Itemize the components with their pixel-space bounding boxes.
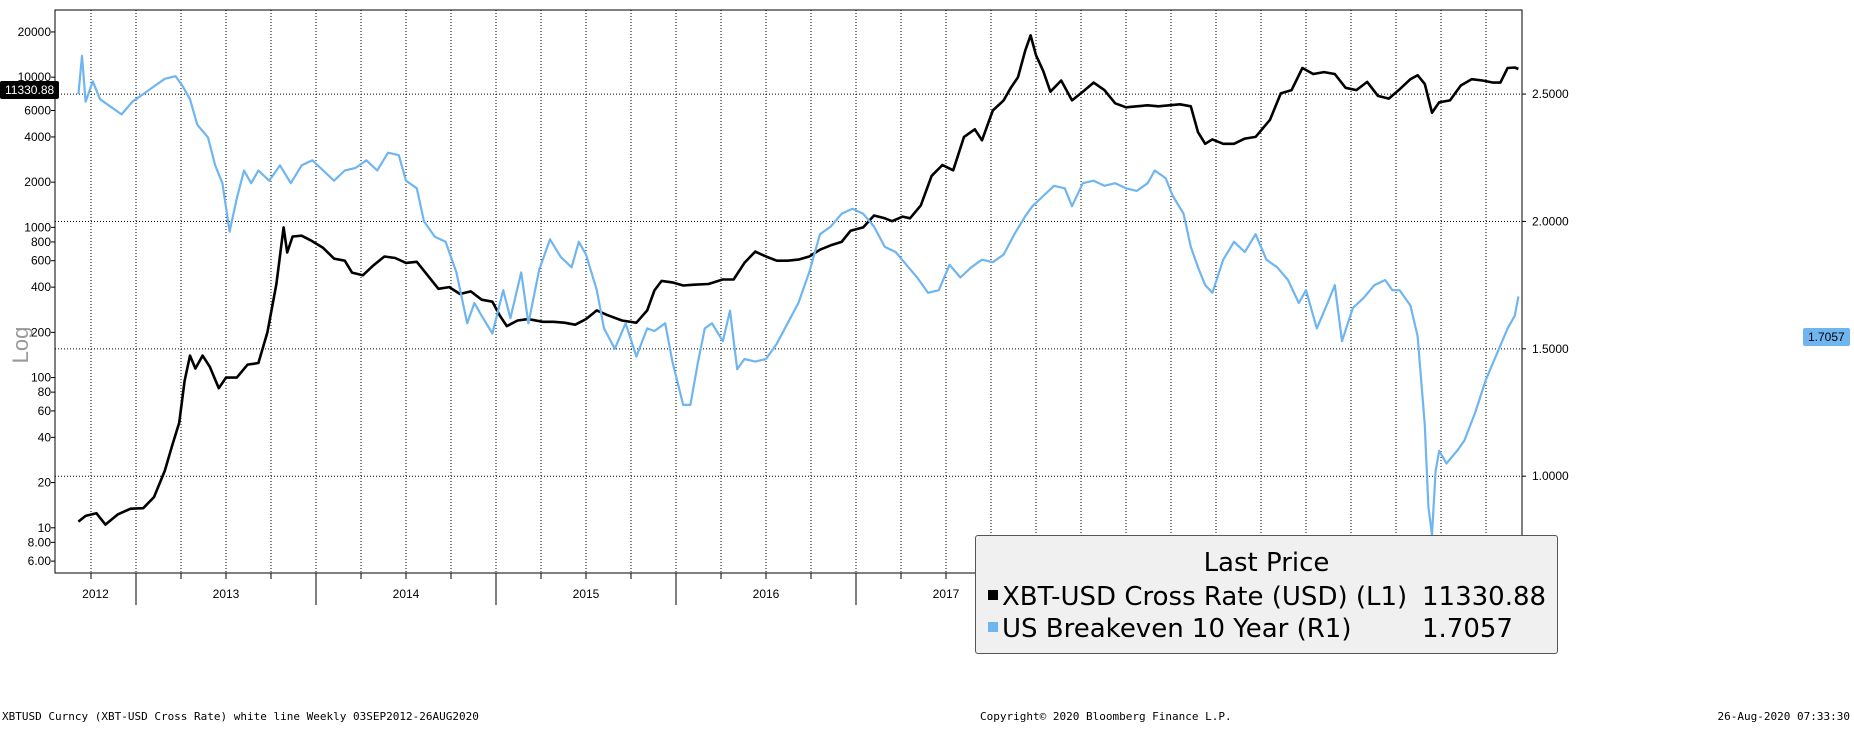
- left-tick-label: 20000: [18, 25, 52, 39]
- legend-swatch-breakeven: [988, 621, 998, 632]
- left-tick-label: 8.00: [28, 535, 52, 549]
- grid: [55, 10, 1522, 573]
- legend: Last Price XBT-USD Cross Rate (USD) (L1)…: [975, 535, 1558, 654]
- left-tick-label: 1000: [24, 220, 51, 234]
- left-tick-label: 20: [38, 476, 52, 490]
- footer-timestamp: 26-Aug-2020 07:33:30: [1717, 710, 1850, 723]
- left-tick-label: 400: [31, 280, 51, 294]
- legend-value-breakeven: 1.7057: [1422, 614, 1513, 644]
- right-tick-label: 1.0000: [1532, 469, 1569, 483]
- right-tick-label: 2.0000: [1532, 214, 1569, 228]
- x-year-label: 2015: [573, 587, 600, 601]
- left-tick-label: 4000: [24, 130, 51, 144]
- left-tick-label: 80: [38, 385, 52, 399]
- left-tick-label: 800: [31, 235, 51, 249]
- legend-name-breakeven: US Breakeven 10 Year (R1): [1002, 614, 1352, 644]
- x-year-label: 2014: [393, 587, 420, 601]
- series-layer: [77, 34, 1520, 536]
- legend-row-xbt: XBT-USD Cross Rate (USD) (L1) 11330.88: [988, 582, 1546, 612]
- left-tick-label: 2000: [24, 175, 51, 189]
- x-year-label: 2017: [933, 587, 960, 601]
- legend-row-breakeven: US Breakeven 10 Year (R1) 1.7057: [988, 614, 1513, 644]
- left-tick-label: 200: [31, 325, 51, 339]
- axes: 2000010000800060004000200010008006004002…: [18, 9, 1569, 605]
- legend-title: Last Price: [1203, 548, 1330, 578]
- left-tick-label: 10000: [18, 70, 52, 84]
- left-tick-label: 6000: [24, 103, 51, 117]
- footer-copyright: Copyright© 2020 Bloomberg Finance L.P.: [980, 710, 1232, 723]
- left-tick-label: 40: [38, 430, 52, 444]
- left-tick-label: 6.00: [28, 554, 52, 568]
- left-tick-label: 600: [31, 254, 51, 268]
- y-axis-label: Log: [8, 327, 33, 364]
- x-year-label: 2013: [213, 587, 240, 601]
- right-tick-label: 1.5000: [1532, 342, 1569, 356]
- series-line-us-breakeven: [77, 54, 1520, 536]
- x-year-label: 2012: [82, 587, 109, 601]
- legend-name-xbt: XBT-USD Cross Rate (USD) (L1): [1002, 582, 1408, 612]
- legend-value-xbt: 11330.88: [1422, 582, 1547, 612]
- left-tick-label: 60: [38, 404, 52, 418]
- left-tick-label: 10: [38, 521, 52, 535]
- left-tick-label: 100: [31, 371, 51, 385]
- plot-frame: [54, 9, 1523, 574]
- left-last-price-tag: 11330.88: [0, 81, 60, 99]
- right-tick-label: 2.5000: [1532, 87, 1569, 101]
- right-last-price-tag: 1.7057: [1803, 328, 1850, 346]
- x-year-label: 2016: [753, 587, 780, 601]
- legend-swatch-xbt: [988, 589, 998, 600]
- footer-source: XBTUSD Curncy (XBT-USD Cross Rate) white…: [2, 710, 479, 723]
- series-line-xbt-usd: [77, 34, 1519, 526]
